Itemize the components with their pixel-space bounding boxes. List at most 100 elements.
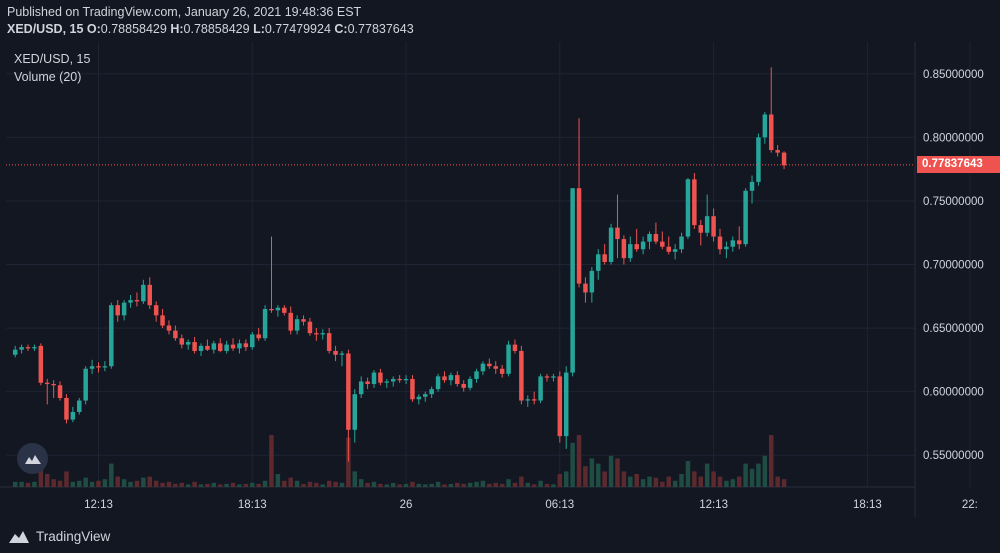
candle-body — [423, 394, 428, 397]
tradingview-logo-button[interactable] — [17, 443, 48, 474]
volume-bar — [397, 484, 402, 487]
tradingview-logo-icon — [9, 531, 29, 543]
volume-bar — [640, 479, 646, 487]
footer — [0, 517, 1000, 553]
candle-body — [557, 376, 563, 437]
candle-body — [128, 300, 133, 303]
volume-bar — [724, 480, 729, 487]
volume-bar — [96, 480, 101, 487]
candle-body — [77, 400, 82, 412]
candle-body — [70, 411, 76, 420]
volume-bar — [166, 481, 172, 487]
volume-bar — [499, 483, 505, 487]
volume-bar — [115, 476, 120, 487]
candle-body — [461, 384, 466, 388]
candle-body — [211, 343, 217, 350]
volume-bar — [32, 481, 37, 487]
candle-body — [455, 375, 460, 385]
candle-body — [397, 378, 402, 381]
volume-bar — [384, 484, 390, 487]
candle-body — [602, 254, 607, 262]
candle-body — [717, 236, 723, 250]
candle-body — [262, 309, 268, 339]
volume-bar — [563, 471, 569, 487]
volume-bar — [371, 481, 377, 487]
volume-bar — [282, 480, 287, 487]
current-price-label: 0.77837643 — [917, 156, 1000, 174]
volume-bar — [147, 476, 152, 487]
candle-body — [756, 137, 761, 182]
volume-bar — [294, 480, 300, 487]
candle-body — [237, 343, 242, 349]
volume-bar — [711, 471, 716, 487]
volume-bar — [685, 461, 691, 487]
volume-bar — [423, 484, 428, 487]
volume-bar — [83, 477, 88, 487]
time-tick-label: 22: — [962, 499, 978, 511]
candle-body — [160, 315, 165, 326]
candle-body — [698, 225, 704, 233]
candle-body — [474, 371, 479, 379]
price-tick-label: 0.80000000 — [923, 132, 984, 144]
candle-body — [660, 241, 665, 247]
candle-body — [83, 368, 88, 401]
candle-body — [320, 333, 325, 335]
volume-bar — [557, 474, 563, 487]
volume-bar — [442, 484, 447, 487]
candle-body — [64, 398, 69, 420]
candle-body — [115, 305, 120, 316]
volume-bar — [506, 479, 511, 487]
volume-bar — [538, 480, 543, 487]
volume-bar — [583, 466, 588, 487]
candle-body — [544, 376, 550, 378]
candle-body — [506, 344, 511, 374]
volume-bar — [531, 484, 537, 487]
open-value: 0.78858429 — [100, 22, 167, 36]
candle-body — [704, 216, 710, 233]
candle-body — [551, 376, 556, 378]
volume-bar — [256, 483, 261, 487]
price-tick-label: 0.70000000 — [923, 260, 984, 272]
candle-body — [589, 270, 595, 293]
candle-body — [615, 227, 620, 240]
candle-body — [442, 376, 447, 381]
volume-bar — [634, 474, 639, 487]
candle-body — [57, 385, 63, 398]
volume-bar — [102, 479, 108, 487]
volume-bar — [314, 482, 319, 487]
candle-body — [230, 344, 236, 349]
brand-name: TradingView — [36, 528, 111, 544]
volume-bar — [435, 481, 441, 487]
volume-bar — [217, 484, 223, 487]
volume-bar — [525, 482, 531, 487]
time-tick-label: 12:13 — [699, 499, 728, 511]
volume-bar — [288, 477, 293, 487]
candle-body — [621, 239, 627, 259]
volume-bar — [698, 476, 704, 487]
candle-body — [166, 325, 172, 331]
tradingview-brand[interactable]: TradingView — [8, 526, 110, 546]
candle-body — [269, 309, 274, 311]
candle-body — [141, 284, 146, 302]
low-value: 0.77479924 — [264, 22, 331, 36]
candle-body — [288, 312, 293, 331]
price-tick-label: 0.65000000 — [923, 323, 984, 335]
candle-body — [410, 378, 415, 400]
candle-body — [217, 343, 223, 351]
time-axis: 12:13 18:13 26 06:13 12:13 18:13 22: — [84, 499, 978, 511]
volume-bar — [224, 483, 229, 487]
volume-bar — [121, 479, 127, 487]
candle-body — [775, 150, 780, 153]
candle-body — [346, 353, 351, 430]
volume-bar — [205, 483, 210, 487]
volume-bar — [455, 482, 460, 487]
candlestick-chart[interactable]: 0.85000000 0.80000000 0.75000000 0.70000000… — [0, 42, 1000, 517]
volume-bar — [365, 482, 370, 487]
volume-bar — [781, 479, 787, 487]
volume-bar — [57, 480, 63, 487]
time-tick-label: 06:13 — [545, 499, 574, 511]
candle-body — [243, 343, 249, 348]
candle-body — [672, 249, 678, 252]
volume-bar — [461, 483, 466, 487]
volume-bar — [109, 463, 114, 487]
